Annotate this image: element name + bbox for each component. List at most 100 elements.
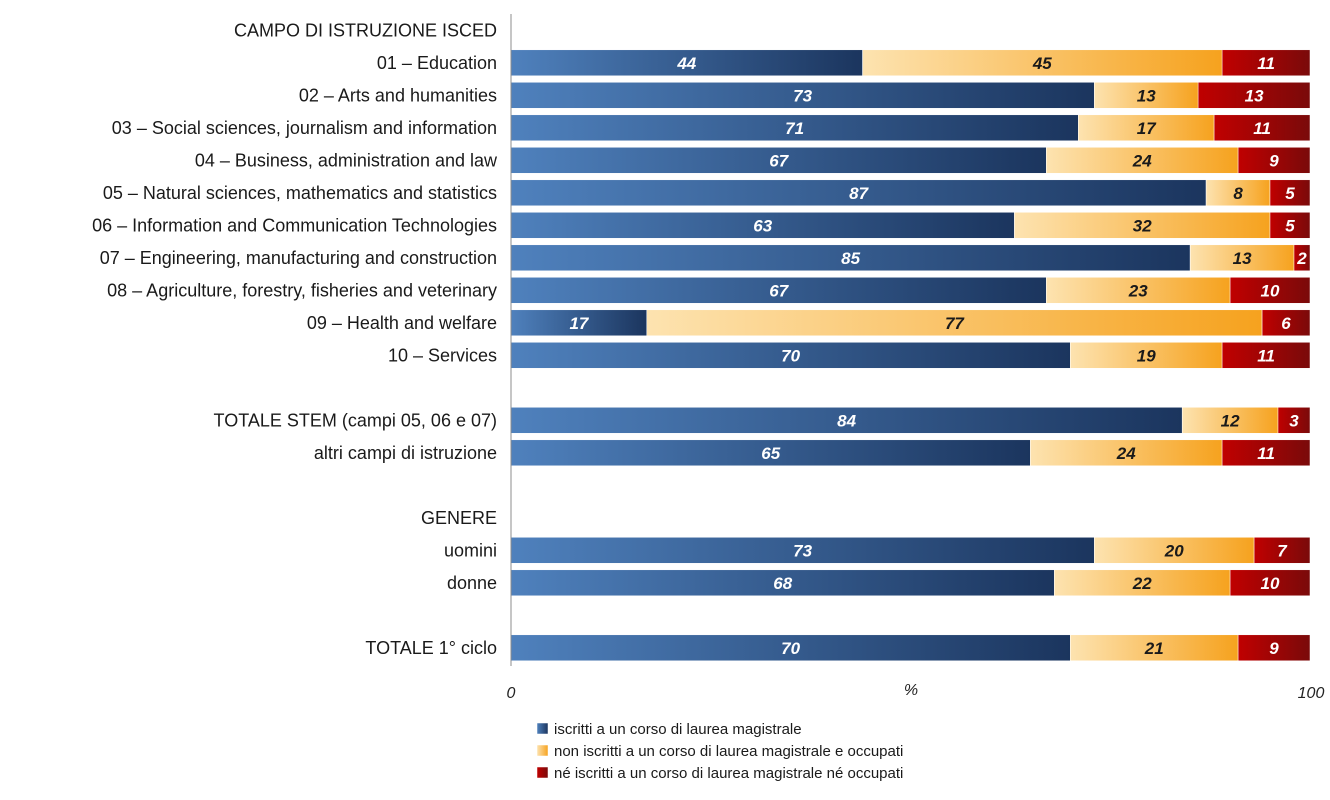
value-label-iscritti: 67: [769, 281, 789, 300]
category-label: 08 – Agriculture, forestry, fisheries an…: [107, 280, 497, 300]
bar-segment-ne: [1221, 439, 1311, 467]
bar-row: 06 – Information and Communication Techn…: [92, 212, 1311, 239]
bar-row: 07 – Engineering, manufacturing and cons…: [100, 244, 1311, 272]
bar-row: altri campi di istruzione 65 24 11: [314, 439, 1311, 467]
category-label: TOTALE 1° ciclo: [365, 638, 497, 658]
legend-swatch: [536, 722, 549, 735]
value-label-iscritti: 84: [837, 411, 856, 430]
bar-row: 05 – Natural sciences, mathematics and s…: [103, 179, 1311, 207]
bar-row: 08 – Agriculture, forestry, fisheries an…: [107, 277, 1311, 304]
value-label-ne: 11: [1257, 346, 1275, 365]
bar-segment-ne: [1293, 244, 1311, 272]
value-label-occupati: 24: [1116, 444, 1136, 463]
value-label-ne: 9: [1269, 639, 1279, 658]
value-label-ne: 11: [1257, 444, 1275, 463]
legend-label: non iscritti a un corso di laurea magist…: [554, 743, 903, 760]
category-label: 04 – Business, administration and law: [195, 150, 498, 170]
bar-row: 03 – Social sciences, journalism and inf…: [112, 114, 1311, 142]
value-label-ne: 13: [1245, 86, 1264, 105]
bar-segment-iscritti: [510, 244, 1191, 272]
bar-segment-ne: [1237, 147, 1311, 174]
bar-segment-iscritti: [510, 407, 1183, 434]
category-label: uomini: [444, 540, 497, 560]
bar-segment-iscritti: [510, 179, 1207, 207]
bar-row: 01 – Education 44 45 11: [377, 49, 1311, 77]
value-label-iscritti: 71: [785, 119, 804, 138]
category-label: altri campi di istruzione: [314, 443, 497, 463]
value-label-iscritti: 67: [769, 151, 789, 170]
bar-row: TOTALE STEM (campi 05, 06 e 07) 84 12 3: [214, 407, 1311, 434]
value-label-ne: 5: [1285, 184, 1295, 203]
bar-segment-ne: [1221, 49, 1311, 77]
category-label: 06 – Information and Communication Techn…: [92, 215, 497, 235]
category-label: 05 – Natural sciences, mathematics and s…: [103, 183, 497, 203]
value-label-ne: 11: [1253, 119, 1271, 138]
bar-segment-iscritti: [510, 147, 1047, 174]
legend-swatch: [536, 766, 549, 779]
value-label-occupati: 17: [1137, 119, 1157, 138]
x-tick-min: 0: [507, 685, 516, 702]
bar-row: 09 – Health and welfare 17 77 6: [307, 309, 1311, 337]
value-label-occupati: 32: [1133, 216, 1152, 235]
category-label: 09 – Health and welfare: [307, 313, 497, 333]
bar-segment-occupati: [1070, 634, 1239, 662]
value-label-iscritti: 17: [569, 314, 589, 333]
legend-item-iscritti: iscritti a un corso di laurea magistrale: [536, 721, 802, 738]
bar-segment-occupati: [1014, 212, 1271, 239]
bar-row: uomini 73 20 7: [444, 537, 1311, 564]
bar-segment-occupati: [1189, 244, 1295, 272]
value-label-ne: 10: [1261, 574, 1280, 593]
category-label: 07 – Engineering, manufacturing and cons…: [100, 248, 497, 268]
bar-segment-ne: [1229, 569, 1311, 597]
legend-swatch: [536, 744, 549, 757]
category-label: 10 – Services: [388, 345, 497, 365]
bar-row: donne 68 22 10: [447, 569, 1311, 597]
bar-segment-occupati: [1030, 439, 1223, 467]
bar-segment-ne: [1197, 82, 1311, 109]
section-header: CAMPO DI ISTRUZIONE ISCED: [234, 20, 497, 40]
value-label-iscritti: 85: [841, 249, 860, 268]
bar-row: 04 – Business, administration and law 67 2…: [195, 147, 1311, 174]
bar-segment-ne: [1221, 342, 1311, 369]
legend-label: iscritti a un corso di laurea magistrale: [554, 721, 802, 738]
bar-segment-occupati: [1205, 179, 1271, 207]
bar-segment-iscritti: [510, 82, 1095, 109]
bar-segment-ne: [1277, 407, 1311, 434]
x-axis-label: %: [904, 682, 918, 699]
value-label-ne: 7: [1277, 541, 1288, 560]
value-label-occupati: 77: [945, 314, 965, 333]
category-label: 01 – Education: [377, 53, 497, 73]
bar-segment-iscritti: [510, 309, 648, 337]
x-tick-max: 100: [1298, 685, 1325, 702]
bar-row: 02 – Arts and humanities 73 13 13: [299, 82, 1311, 109]
value-label-occupati: 12: [1221, 411, 1240, 430]
chart-legend: iscritti a un corso di laurea magistrale…: [536, 721, 903, 782]
bar-segment-ne: [1261, 309, 1311, 337]
bar-segment-occupati: [646, 309, 1263, 337]
bar-segment-ne: [1229, 277, 1311, 304]
bar-row: 10 – Services 70 19 11: [388, 342, 1311, 369]
value-label-occupati: 13: [1137, 86, 1156, 105]
bar-segment-ne: [1269, 179, 1311, 207]
value-label-ne: 6: [1281, 314, 1291, 333]
value-label-iscritti: 63: [753, 216, 772, 235]
value-label-occupati: 21: [1144, 639, 1164, 658]
bar-segment-iscritti: [510, 537, 1095, 564]
value-label-iscritti: 70: [781, 639, 800, 658]
bar-segment-occupati: [1078, 114, 1215, 142]
bar-segment-iscritti: [510, 49, 863, 77]
bar-segment-ne: [1213, 114, 1311, 142]
value-label-occupati: 19: [1137, 346, 1156, 365]
bar-segment-iscritti: [510, 277, 1047, 304]
bar-segment-occupati: [1094, 537, 1255, 564]
value-label-iscritti: 65: [761, 444, 780, 463]
legend-item-occupati: non iscritti a un corso di laurea magist…: [536, 743, 903, 760]
bar-segment-occupati: [862, 49, 1223, 77]
bar-segment-iscritti: [510, 439, 1031, 467]
category-label: TOTALE STEM (campi 05, 06 e 07): [214, 410, 497, 430]
bar-segment-ne: [1237, 634, 1311, 662]
value-label-occupati: 23: [1128, 281, 1148, 300]
value-label-iscritti: 44: [676, 54, 696, 73]
bar-segment-iscritti: [510, 114, 1079, 142]
